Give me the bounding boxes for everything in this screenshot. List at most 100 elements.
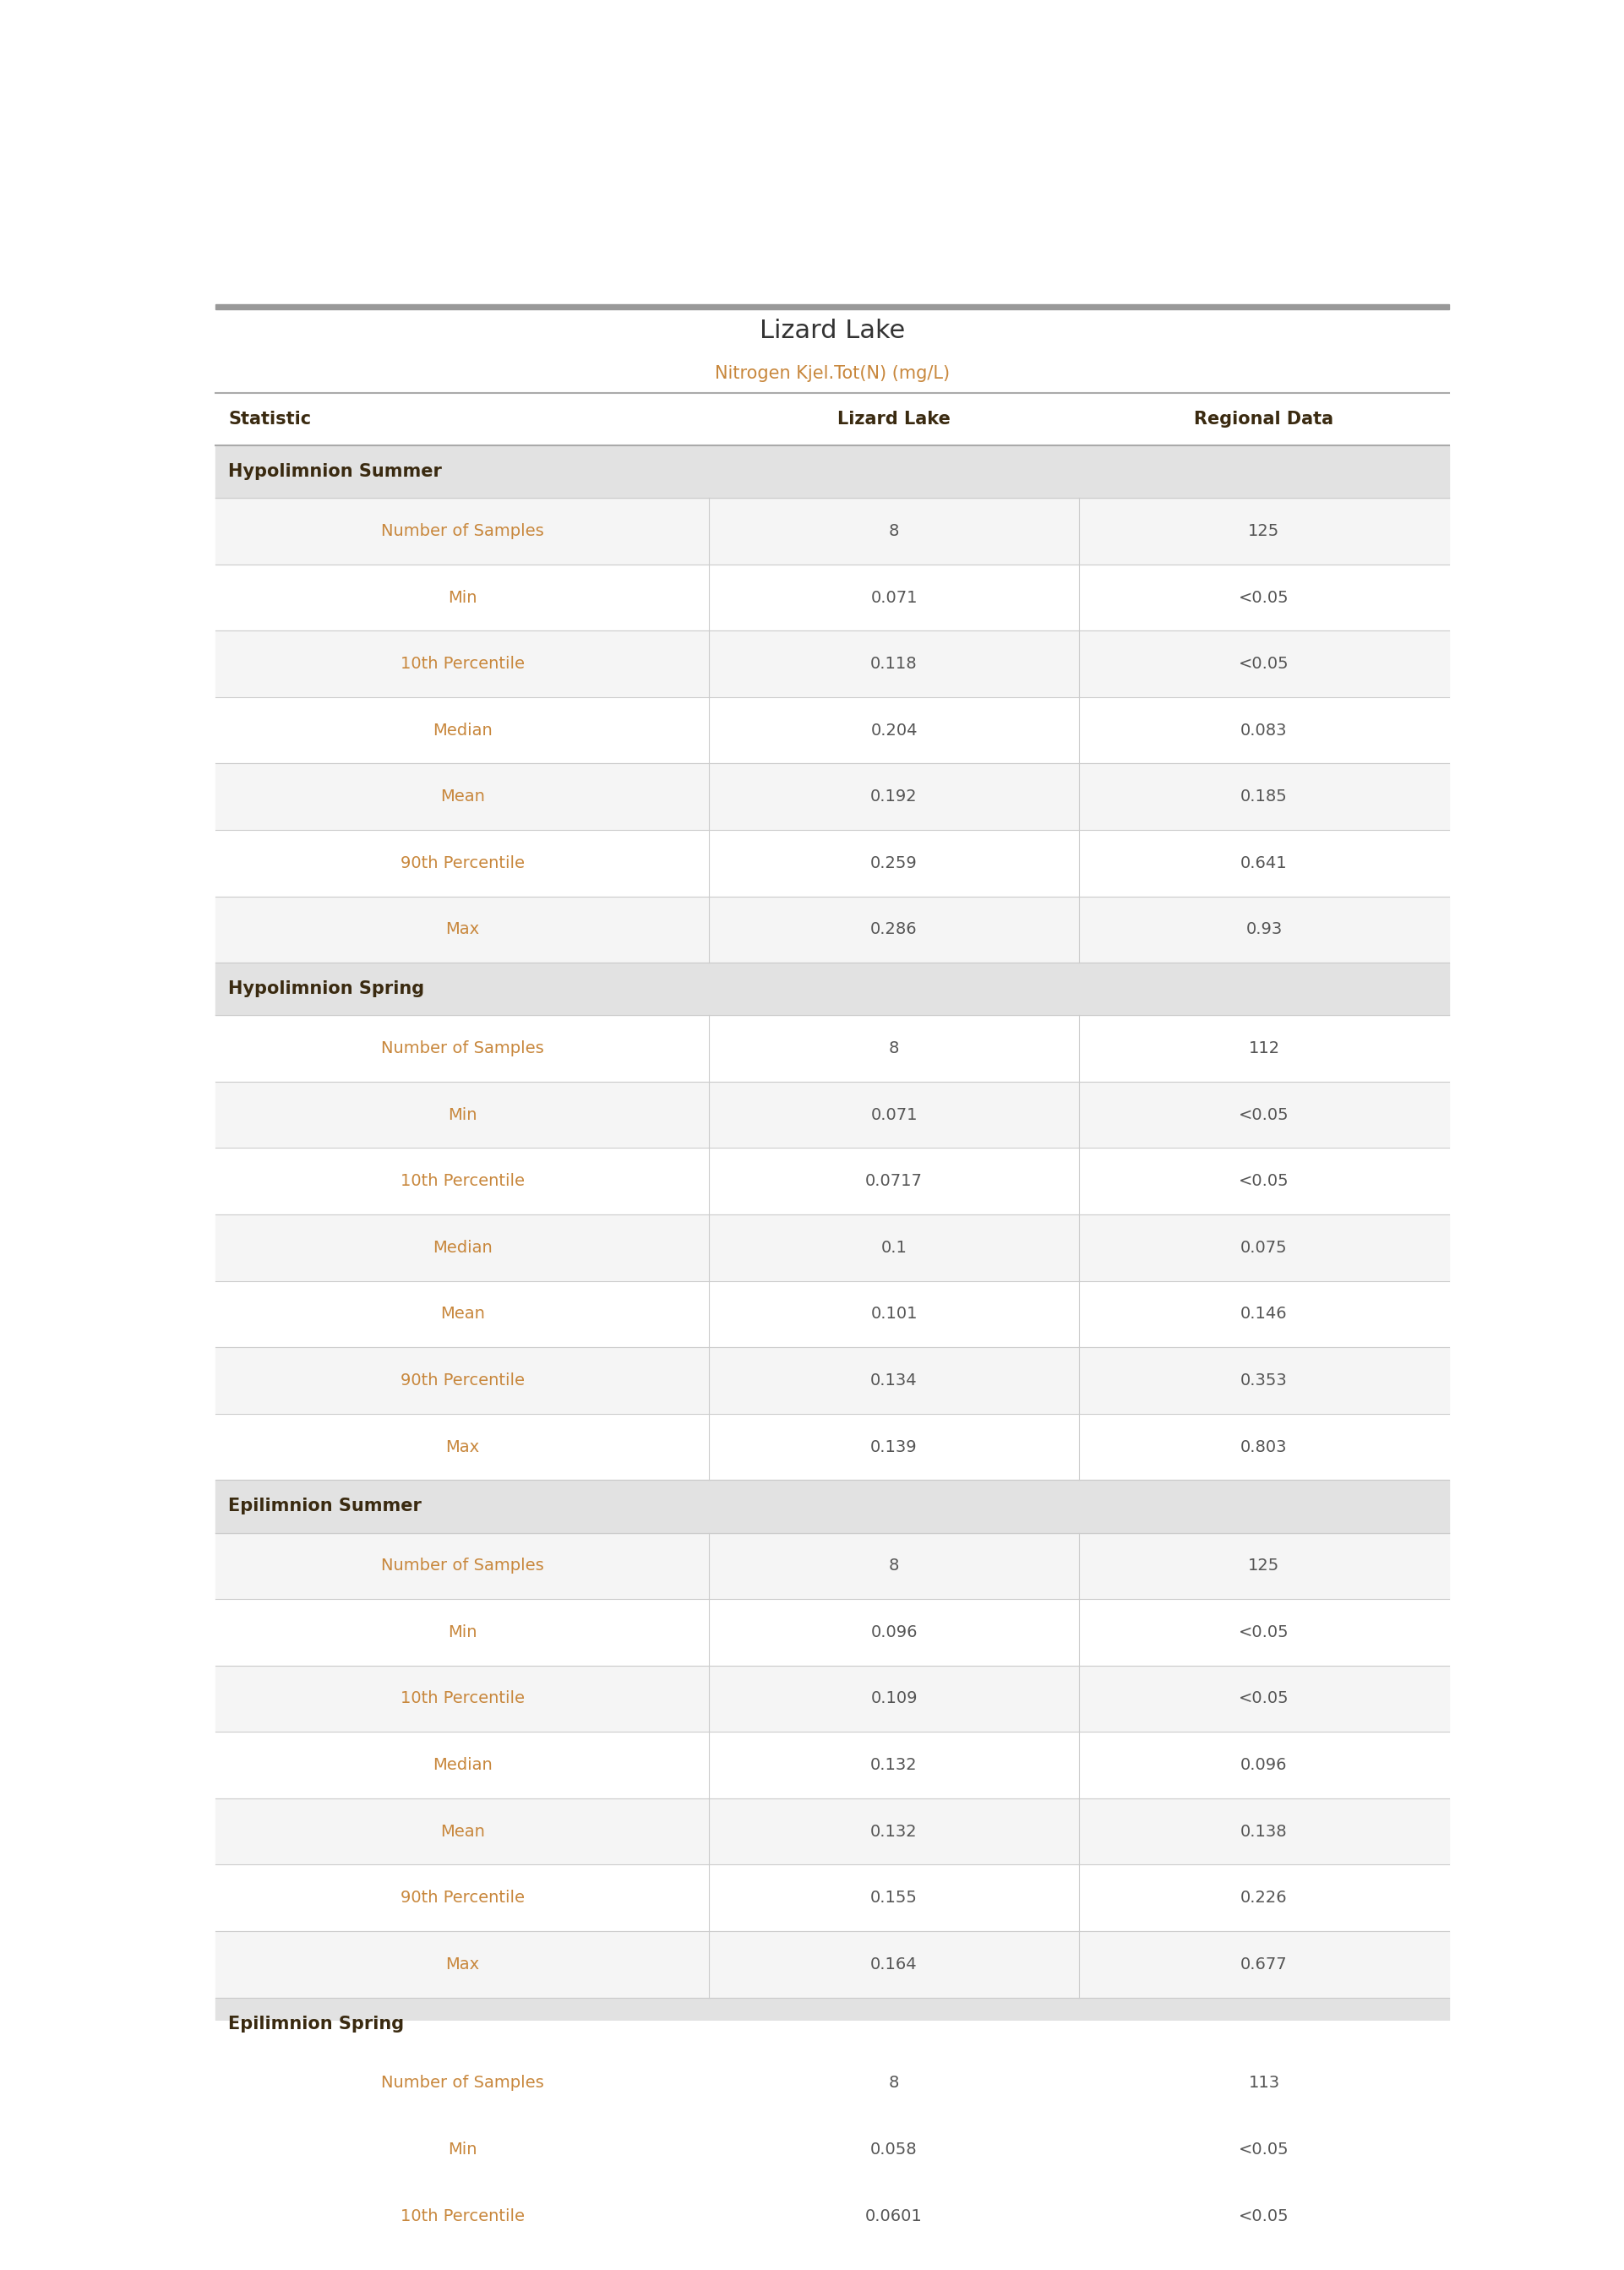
Text: 90th Percentile: 90th Percentile <box>400 1891 525 1907</box>
Text: 0.1: 0.1 <box>880 1239 908 1255</box>
Bar <box>216 1732 1449 1798</box>
Text: 0.096: 0.096 <box>870 1625 918 1641</box>
Text: 10th Percentile: 10th Percentile <box>400 1174 525 1189</box>
Text: Epilimnion Summer: Epilimnion Summer <box>227 1498 422 1514</box>
Text: Statistic: Statistic <box>227 411 312 427</box>
Text: 0.075: 0.075 <box>1241 1239 1288 1255</box>
Bar <box>216 2250 1449 2270</box>
Text: Mean: Mean <box>440 788 484 806</box>
Bar <box>216 1015 1449 1083</box>
Text: Lizard Lake: Lizard Lake <box>838 411 950 427</box>
Text: 0.259: 0.259 <box>870 856 918 872</box>
Text: 112: 112 <box>1249 1040 1280 1056</box>
Bar <box>216 1666 1449 1732</box>
Bar <box>216 565 1449 631</box>
Text: 90th Percentile: 90th Percentile <box>400 1373 525 1389</box>
Text: 0.155: 0.155 <box>870 1891 918 1907</box>
Bar <box>216 1480 1449 1532</box>
Text: 0.677: 0.677 <box>1241 1957 1288 1973</box>
Text: 0.353: 0.353 <box>1241 1373 1288 1389</box>
Text: Median: Median <box>432 722 492 738</box>
Bar <box>216 631 1449 697</box>
Text: 0.096: 0.096 <box>1241 1757 1288 1773</box>
Bar <box>216 2050 1449 2116</box>
Text: 0.134: 0.134 <box>870 1373 918 1389</box>
Text: 0.641: 0.641 <box>1241 856 1288 872</box>
Text: <0.05: <0.05 <box>1239 1174 1289 1189</box>
Bar <box>216 1280 1449 1348</box>
Text: Min: Min <box>448 1625 477 1641</box>
Text: Number of Samples: Number of Samples <box>382 2075 544 2091</box>
Bar <box>216 831 1449 897</box>
Text: Regional Data: Regional Data <box>1194 411 1333 427</box>
Bar <box>216 1149 1449 1214</box>
Text: 0.803: 0.803 <box>1241 1439 1288 1455</box>
Bar <box>216 393 1449 445</box>
Text: <0.05: <0.05 <box>1239 2209 1289 2225</box>
Bar <box>216 1532 1449 1598</box>
Text: Hypolimnion Spring: Hypolimnion Spring <box>227 981 424 997</box>
Text: 0.138: 0.138 <box>1241 1823 1288 1839</box>
Bar <box>216 1932 1449 1998</box>
Text: 0.118: 0.118 <box>870 656 918 672</box>
Text: 8: 8 <box>888 1557 900 1573</box>
Text: <0.05: <0.05 <box>1239 1625 1289 1641</box>
Text: Median: Median <box>432 1757 492 1773</box>
Bar <box>216 304 1449 309</box>
Text: 0.109: 0.109 <box>870 1691 918 1707</box>
Bar <box>216 897 1449 962</box>
Text: 0.0601: 0.0601 <box>866 2209 922 2225</box>
Bar <box>216 1598 1449 1666</box>
Text: Nitrogen Kjel.Tot(N) (mg/L): Nitrogen Kjel.Tot(N) (mg/L) <box>715 365 950 381</box>
Text: Min: Min <box>448 2141 477 2159</box>
Text: Epilimnion Spring: Epilimnion Spring <box>227 2016 404 2032</box>
Text: 0.286: 0.286 <box>870 922 918 938</box>
Bar <box>216 1998 1449 2050</box>
Text: Max: Max <box>445 1439 479 1455</box>
Text: 10th Percentile: 10th Percentile <box>400 1691 525 1707</box>
Text: 0.139: 0.139 <box>870 1439 918 1455</box>
Text: 10th Percentile: 10th Percentile <box>400 656 525 672</box>
Bar <box>216 2184 1449 2250</box>
Text: Median: Median <box>432 1239 492 1255</box>
Text: <0.05: <0.05 <box>1239 656 1289 672</box>
Bar <box>216 445 1449 497</box>
Text: 8: 8 <box>888 522 900 538</box>
Text: 113: 113 <box>1249 2075 1280 2091</box>
Text: 0.185: 0.185 <box>1241 788 1288 806</box>
Text: 0.071: 0.071 <box>870 590 918 606</box>
Text: Min: Min <box>448 1108 477 1124</box>
Text: 0.226: 0.226 <box>1241 1891 1288 1907</box>
Text: 0.058: 0.058 <box>870 2141 918 2159</box>
Bar <box>216 1798 1449 1864</box>
Text: 8: 8 <box>888 1040 900 1056</box>
Text: 0.083: 0.083 <box>1241 722 1288 738</box>
Text: 125: 125 <box>1249 1557 1280 1573</box>
Text: 0.164: 0.164 <box>870 1957 918 1973</box>
Text: Hypolimnion Summer: Hypolimnion Summer <box>227 463 442 481</box>
Text: Number of Samples: Number of Samples <box>382 1040 544 1056</box>
Text: 0.071: 0.071 <box>870 1108 918 1124</box>
Text: Mean: Mean <box>440 1823 484 1839</box>
Text: 10th Percentile: 10th Percentile <box>400 2209 525 2225</box>
Bar <box>216 1083 1449 1149</box>
Text: 0.0717: 0.0717 <box>866 1174 922 1189</box>
Bar <box>216 962 1449 1015</box>
Text: Number of Samples: Number of Samples <box>382 522 544 538</box>
Bar <box>216 1864 1449 1932</box>
Text: <0.05: <0.05 <box>1239 1691 1289 1707</box>
Text: 90th Percentile: 90th Percentile <box>400 856 525 872</box>
Bar <box>216 1214 1449 1280</box>
Text: Mean: Mean <box>440 1305 484 1321</box>
Bar <box>216 1348 1449 1414</box>
Text: Number of Samples: Number of Samples <box>382 1557 544 1573</box>
Text: 0.146: 0.146 <box>1241 1305 1288 1321</box>
Bar <box>216 697 1449 763</box>
Text: 8: 8 <box>888 2075 900 2091</box>
Bar <box>216 497 1449 565</box>
Text: Max: Max <box>445 922 479 938</box>
Text: 0.192: 0.192 <box>870 788 918 806</box>
Bar <box>216 2116 1449 2184</box>
Text: 0.93: 0.93 <box>1246 922 1283 938</box>
Text: 0.204: 0.204 <box>870 722 918 738</box>
